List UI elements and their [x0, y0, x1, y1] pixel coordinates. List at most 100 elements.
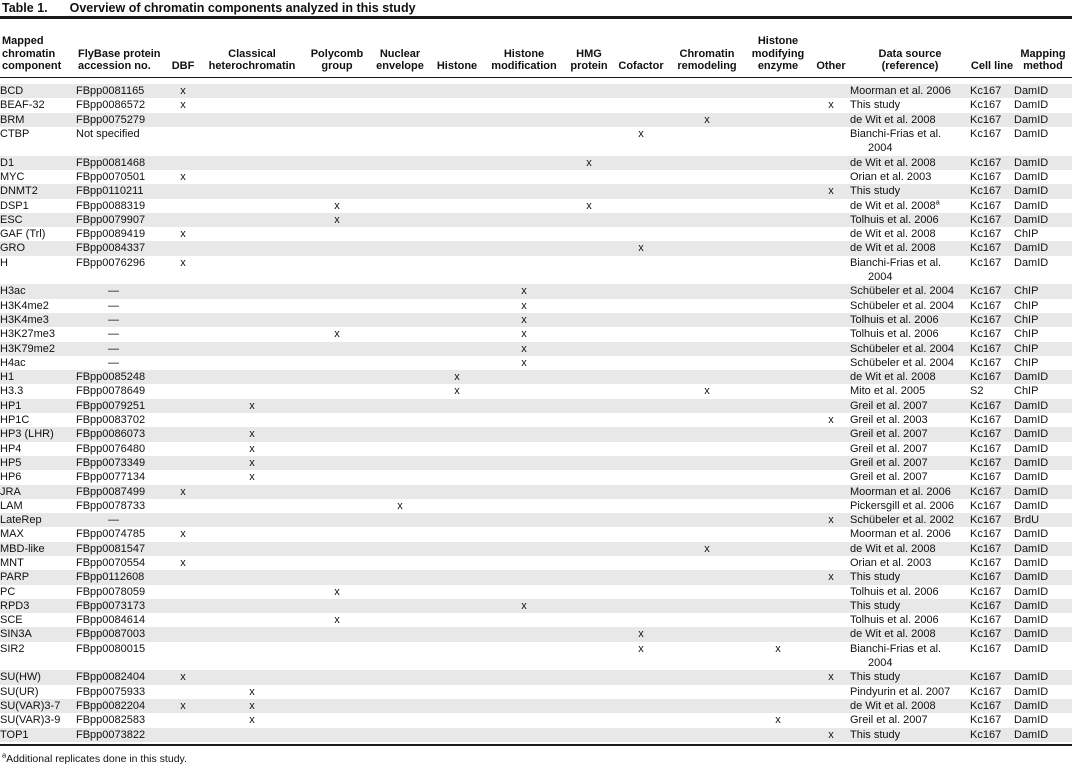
accession-cell: —: [108, 285, 119, 298]
component-cell: HP4: [0, 442, 22, 455]
mark-cell-cofactor: [612, 556, 670, 570]
source-cell: Greil et al. 2007: [850, 399, 928, 412]
mark-cell-dbf: x: [180, 99, 186, 112]
mark-cell-histone: [432, 170, 482, 184]
mark-cell-histone_modification: [482, 199, 566, 213]
mark-cell-other: x: [828, 99, 834, 112]
mark-cell-polycomb_group: [306, 170, 368, 184]
mark-cell-histone_modifying_enzyme: [744, 98, 812, 112]
mark-cell-cofactor: [612, 84, 670, 98]
column-header-chromatin_remodeling: Chromatin remodeling: [677, 47, 737, 73]
source-footnote-marker: a: [935, 196, 940, 206]
component-cell: GAF (Trl): [0, 228, 46, 241]
mark-cell-polycomb_group: x: [334, 199, 340, 212]
mark-cell-chromatin_remodeling: x: [704, 385, 710, 398]
accession-cell: FBpp0088319: [76, 199, 146, 212]
mark-cell-polycomb_group: [306, 699, 368, 713]
mark-cell-dbf: [168, 613, 198, 627]
mark-cell-cofactor: [612, 499, 670, 513]
source-cell: Moorman et al. 2006: [850, 485, 951, 498]
mark-cell-other: [812, 556, 850, 570]
mark-cell-dbf: [168, 542, 198, 556]
accession-cell: FBpp0086073: [76, 428, 146, 441]
table-row: SCE FBpp0084614 x Tolhuis et al. 2006 Kc167 D…: [0, 613, 1072, 627]
accession-cell: FBpp0075933: [76, 685, 146, 698]
column-header-histone_modifying_enzyme: Histone modifying enzyme: [751, 35, 805, 72]
mapping-method-cell: DamID: [1014, 685, 1049, 698]
mark-cell-histone_modification: [482, 427, 566, 441]
mark-cell-other: [812, 227, 850, 241]
mark-cell-classical_heterochromatin: [198, 356, 306, 370]
table-title: Overview of chromatin components analyze…: [69, 1, 416, 15]
mark-cell-other: [812, 685, 850, 699]
mark-cell-polycomb_group: [306, 456, 368, 470]
source-cell: This study: [850, 571, 901, 584]
component-cell: H3K4me3: [0, 313, 49, 326]
mark-cell-classical_heterochromatin: x: [249, 699, 255, 712]
mark-cell-nuclear_envelope: [368, 184, 432, 198]
mark-cell-histone: [432, 442, 482, 456]
mark-cell-histone: [432, 256, 482, 285]
table-row: H4ac — x Schübeler et al. 2004 Kc167 ChIP: [0, 356, 1072, 370]
mark-cell-histone_modification: [482, 98, 566, 112]
mark-cell-other: [812, 284, 850, 298]
mark-cell-other: [812, 699, 850, 713]
mark-cell-cofactor: [612, 442, 670, 456]
column-header-hmg_protein: HMG protein: [570, 47, 608, 73]
mark-cell-chromatin_remodeling: [670, 570, 744, 584]
cell-line-cell: Kc167: [970, 342, 1002, 355]
mark-cell-dbf: [168, 685, 198, 699]
source-cell: Greil et al. 2007: [850, 471, 928, 484]
source-cell-line2: 2004: [868, 271, 893, 284]
mark-cell-histone_modification: [482, 627, 566, 641]
mark-cell-classical_heterochromatin: [198, 370, 306, 384]
mark-cell-histone_modifying_enzyme: [744, 199, 812, 213]
mark-cell-histone_modification: [482, 585, 566, 599]
cell-line-cell: Kc167: [970, 714, 1002, 727]
mark-cell-dbf: [168, 499, 198, 513]
mark-cell-polycomb_group: [306, 499, 368, 513]
cell-line-cell: Kc167: [970, 313, 1002, 326]
mark-cell-cofactor: x: [638, 642, 644, 655]
mark-cell-chromatin_remodeling: [670, 728, 744, 742]
mark-cell-histone: [432, 241, 482, 255]
mark-cell-polycomb_group: [306, 485, 368, 499]
mark-cell-nuclear_envelope: [368, 84, 432, 98]
mark-cell-classical_heterochromatin: [198, 313, 306, 327]
mark-cell-dbf: [168, 470, 198, 484]
table-row: H1 FBpp0085248 x de Wit et al. 2008 Kc167 Dam…: [0, 370, 1072, 385]
mark-cell-histone_modification: x: [521, 599, 527, 612]
source-cell: de Wit et al. 2008: [850, 242, 936, 255]
table-row: H3.3 FBpp0078649 x x Mito et al. 2005 S2 ChIP: [0, 384, 1072, 398]
component-cell: DNMT2: [0, 185, 38, 198]
mark-cell-chromatin_remodeling: [670, 699, 744, 713]
mark-cell-histone: [432, 213, 482, 227]
mark-cell-classical_heterochromatin: [198, 513, 306, 527]
mark-cell-polycomb_group: [306, 470, 368, 484]
mark-cell-hmg_protein: [566, 499, 612, 513]
mark-cell-polycomb_group: [306, 84, 368, 98]
source-cell: Greil et al. 2003: [850, 414, 928, 427]
mark-cell-cofactor: [612, 284, 670, 298]
mark-cell-classical_heterochromatin: [198, 499, 306, 513]
mark-cell-histone: [432, 127, 482, 156]
table-row: SIR2 FBpp0080015 x x Bianchi-Frias et al. 200…: [0, 642, 1072, 671]
mark-cell-nuclear_envelope: [368, 384, 432, 398]
mark-cell-hmg_protein: [566, 127, 612, 156]
table-row: H FBpp0076296 x Bianchi-Frias et al. 2004 Kc1…: [0, 256, 1072, 285]
mark-cell-chromatin_remodeling: [670, 156, 744, 170]
component-cell: LAM: [0, 499, 23, 512]
accession-cell: —: [108, 356, 119, 369]
mark-cell-chromatin_remodeling: [670, 84, 744, 98]
cell-line-cell: Kc167: [970, 571, 1002, 584]
cell-line-cell: Kc167: [970, 442, 1002, 455]
source-cell: de Wit et al. 2008: [850, 542, 936, 555]
mark-cell-nuclear_envelope: [368, 599, 432, 613]
cell-line-cell: Kc167: [970, 199, 1002, 212]
mark-cell-dbf: [168, 241, 198, 255]
column-header-histone: Histone: [436, 60, 478, 72]
mark-cell-dbf: [168, 127, 198, 156]
mark-cell-cofactor: [612, 256, 670, 285]
table-row: H3ac — x Schübeler et al. 2004 Kc167 ChIP: [0, 284, 1072, 299]
column-header-cell_line: Cell line: [970, 60, 1014, 72]
